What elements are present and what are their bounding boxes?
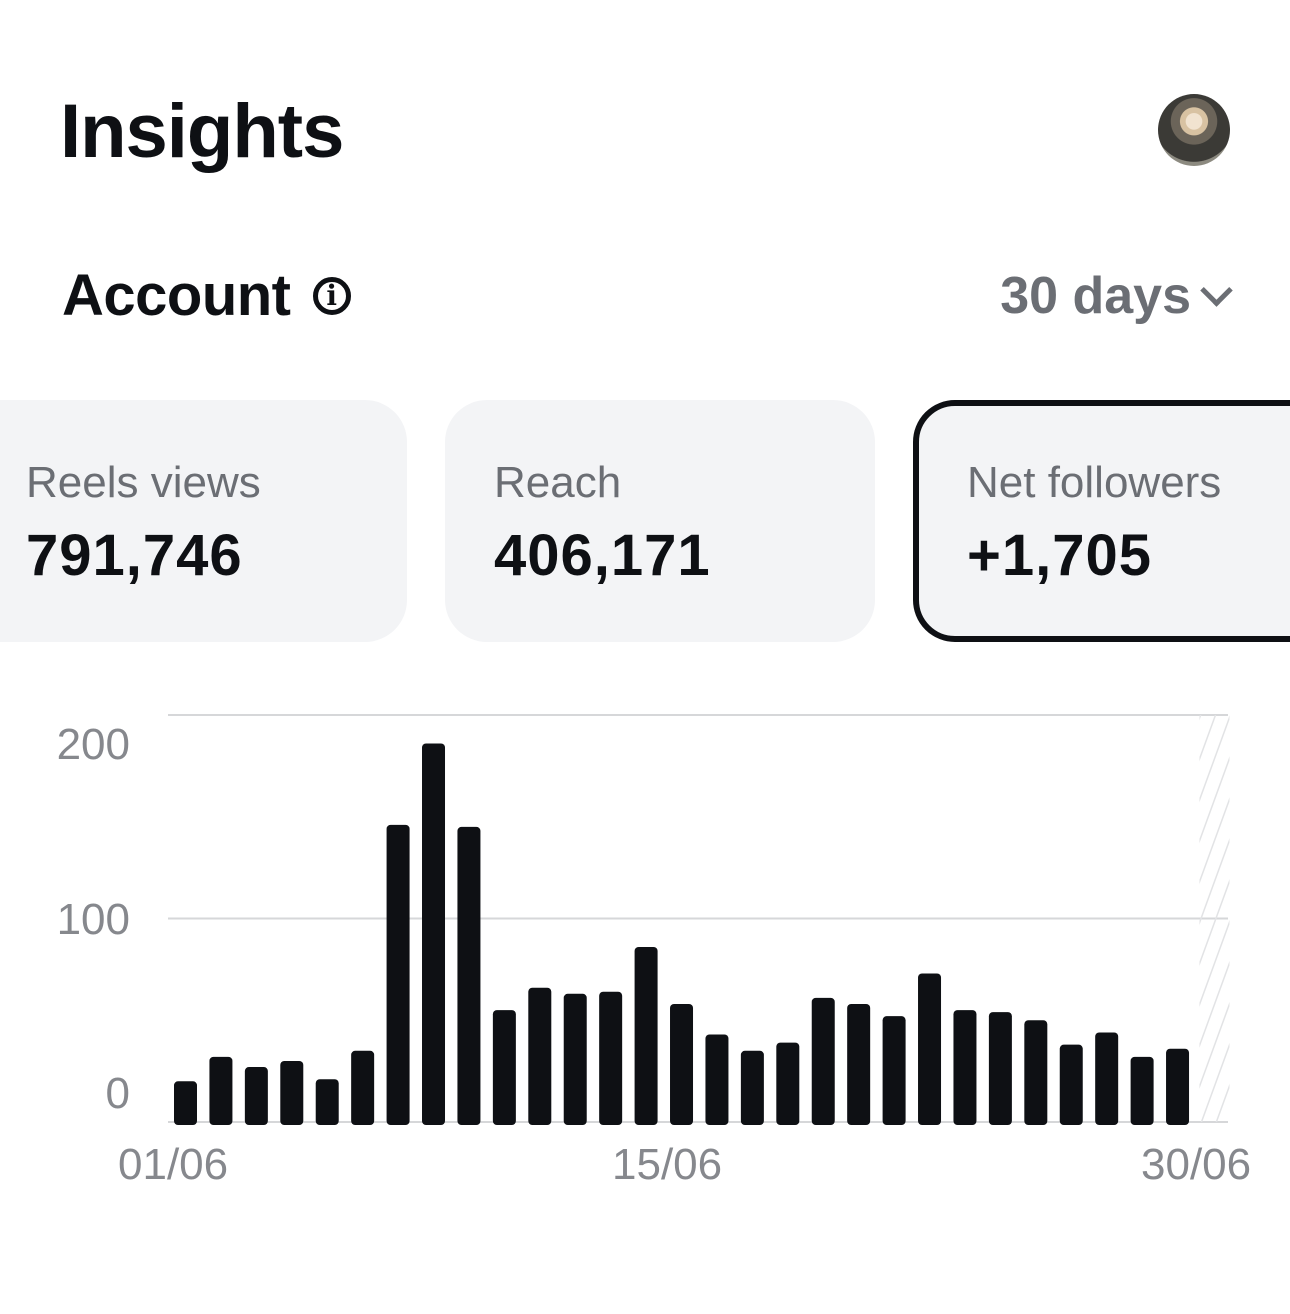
bar bbox=[705, 1034, 729, 1125]
bar bbox=[351, 1050, 375, 1125]
bar bbox=[1024, 1020, 1048, 1125]
metric-value: +1,705 bbox=[967, 523, 1153, 588]
x-tick-label: 01/06 bbox=[118, 1140, 229, 1189]
page-title: Insights bbox=[60, 89, 344, 174]
x-tick-label: 30/06 bbox=[1141, 1140, 1252, 1189]
bar bbox=[882, 1016, 906, 1125]
avatar[interactable] bbox=[1158, 94, 1230, 166]
bar bbox=[386, 824, 410, 1125]
date-range-label: 30 days bbox=[1000, 267, 1191, 325]
bar bbox=[1095, 1032, 1119, 1125]
metric-value: 406,171 bbox=[494, 523, 711, 588]
bar bbox=[776, 1042, 800, 1125]
bar bbox=[528, 987, 552, 1125]
bar bbox=[918, 973, 942, 1125]
metric-label: Net followers bbox=[967, 458, 1222, 507]
bar bbox=[1059, 1044, 1083, 1125]
date-range-dropdown[interactable]: 30 days bbox=[1000, 266, 1233, 326]
bar bbox=[599, 991, 623, 1125]
y-tick-label: 0 bbox=[105, 1069, 130, 1118]
bar bbox=[209, 1056, 233, 1125]
y-tick-label: 200 bbox=[56, 720, 130, 769]
bar bbox=[811, 997, 835, 1125]
bar bbox=[1166, 1048, 1190, 1125]
bar bbox=[988, 1012, 1012, 1125]
x-tick-label: 15/06 bbox=[612, 1140, 723, 1189]
y-tick-label: 100 bbox=[56, 895, 130, 944]
bar bbox=[492, 1010, 516, 1125]
section-header: Account i bbox=[62, 262, 351, 329]
metric-card-net-followers[interactable]: Net followers +1,705 bbox=[913, 400, 1290, 642]
bar bbox=[953, 1010, 977, 1125]
bar bbox=[422, 743, 446, 1125]
bar bbox=[847, 1003, 871, 1125]
bar bbox=[1130, 1056, 1154, 1125]
metric-value: 791,746 bbox=[26, 523, 243, 588]
info-icon[interactable]: i bbox=[312, 276, 351, 315]
bar bbox=[563, 993, 587, 1125]
bar bbox=[280, 1060, 304, 1125]
section-title: Account bbox=[62, 263, 291, 328]
metric-label: Reels views bbox=[26, 458, 261, 507]
metric-card-reels-views[interactable]: Reels views 791,746 bbox=[0, 400, 407, 642]
metric-card-reach[interactable]: Reach 406,171 bbox=[445, 400, 875, 642]
bar bbox=[457, 826, 481, 1125]
bar bbox=[315, 1079, 339, 1125]
metric-label: Reach bbox=[494, 458, 622, 507]
bar bbox=[174, 1081, 197, 1125]
bar bbox=[634, 946, 658, 1125]
bar bbox=[244, 1067, 268, 1125]
no-data-bar bbox=[1199, 715, 1230, 1122]
bar bbox=[670, 1003, 694, 1125]
bar bbox=[740, 1050, 764, 1125]
